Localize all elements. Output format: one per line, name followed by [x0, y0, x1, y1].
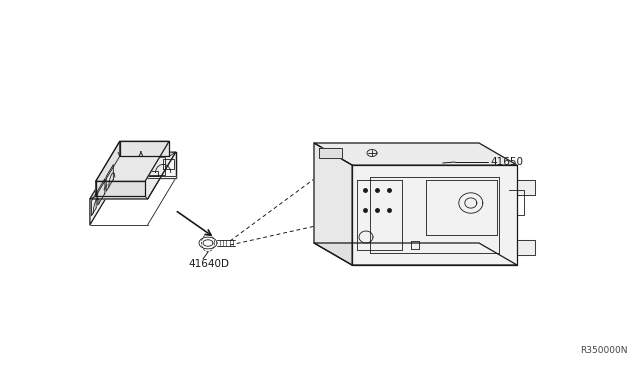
Polygon shape	[118, 152, 176, 178]
Polygon shape	[352, 165, 517, 265]
Text: R350000N: R350000N	[580, 346, 628, 355]
Polygon shape	[90, 152, 176, 199]
Polygon shape	[96, 141, 169, 182]
Polygon shape	[314, 143, 517, 165]
Polygon shape	[118, 176, 176, 178]
Text: 41640D: 41640D	[188, 259, 229, 269]
Polygon shape	[96, 182, 145, 196]
Polygon shape	[90, 152, 118, 225]
Polygon shape	[517, 240, 535, 255]
Polygon shape	[314, 243, 517, 265]
Text: 41650: 41650	[490, 157, 523, 167]
Polygon shape	[319, 148, 342, 158]
Polygon shape	[120, 141, 169, 156]
Polygon shape	[314, 143, 352, 265]
Polygon shape	[96, 141, 120, 196]
Polygon shape	[517, 180, 535, 195]
